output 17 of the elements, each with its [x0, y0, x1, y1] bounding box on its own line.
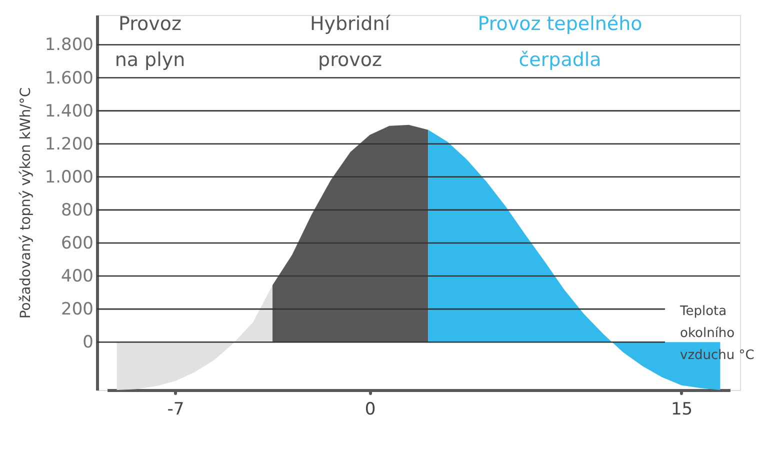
y-axis-title: Požadovaný topný výkon kWh/°C	[18, 87, 34, 319]
y-tick-label: 600	[61, 233, 94, 254]
annotation: Provoz tepelného čerpadla	[478, 13, 642, 71]
annotation: Provoz na plyn	[114, 13, 186, 71]
annotation: Hybridní provoz	[310, 13, 391, 71]
y-tick-label: 1.200	[44, 134, 94, 154]
y-tick-label: 200	[61, 300, 94, 320]
x-tick-label: 0	[364, 400, 376, 420]
y-tick-label: 1.600	[44, 68, 94, 88]
y-tick-label: 1.000	[44, 167, 94, 188]
x-tick-label: -7	[167, 400, 184, 420]
y-tick-label: 1.400	[44, 101, 94, 122]
y-tick-label: 400	[61, 266, 94, 287]
y-tick-label: 800	[61, 200, 94, 220]
x-tick-label: 15	[670, 400, 693, 420]
y-tick-label: 0	[82, 332, 94, 353]
y-tick-label: 1.800	[44, 35, 94, 56]
